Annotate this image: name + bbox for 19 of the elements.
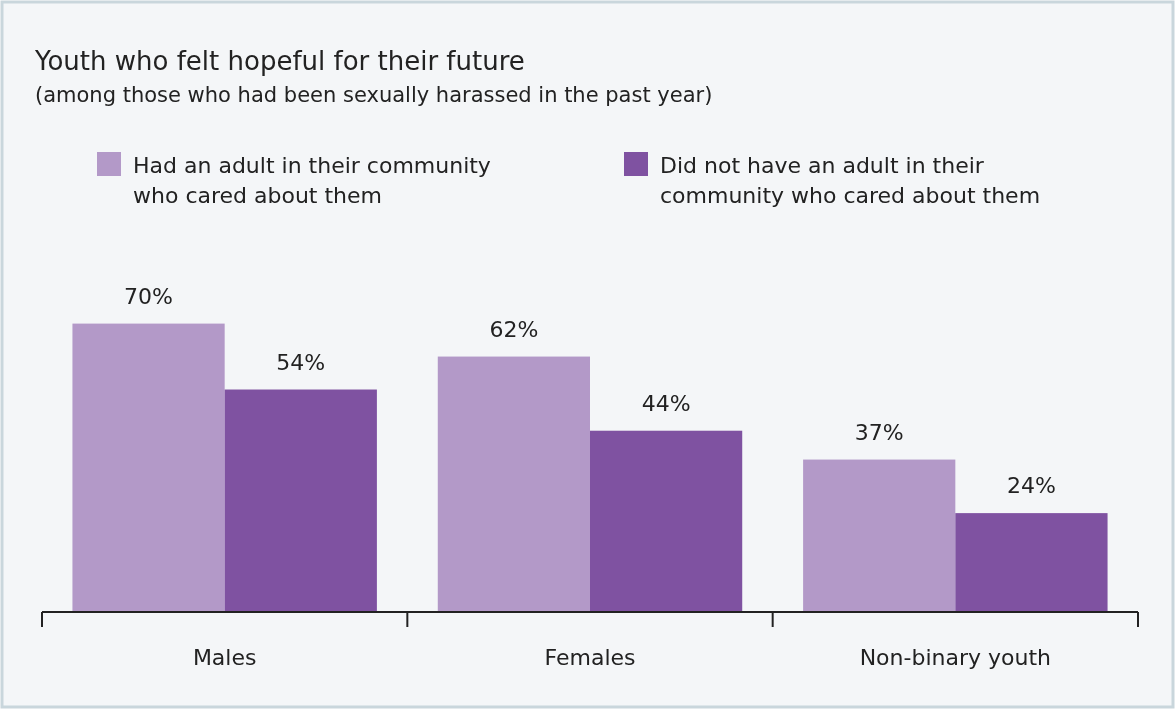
bar — [590, 430, 743, 612]
x-tick-label: Females — [544, 645, 636, 670]
x-tick-label: Non-binary youth — [859, 645, 1052, 670]
chart-subtitle: (among those who had been sexually harassed in the past year) — [35, 83, 713, 107]
chart-title: Youth who felt hopeful for their future — [34, 46, 525, 76]
data-label: 62% — [489, 316, 539, 342]
bar — [955, 513, 1108, 612]
legend-label: Did not have an adult in their community who cared about them — [660, 153, 1041, 208]
x-tick-label: Males — [192, 645, 257, 670]
bar — [437, 356, 590, 612]
data-label: 37% — [854, 419, 904, 445]
bar — [72, 323, 225, 612]
data-label: 70% — [124, 283, 174, 309]
legend-label: Had an adult in their community who cared about them — [133, 153, 491, 208]
bar — [803, 459, 956, 612]
data-label: 24% — [1006, 473, 1056, 499]
data-label: 44% — [641, 390, 691, 416]
data-label: 54% — [276, 349, 326, 375]
bar — [224, 389, 377, 612]
